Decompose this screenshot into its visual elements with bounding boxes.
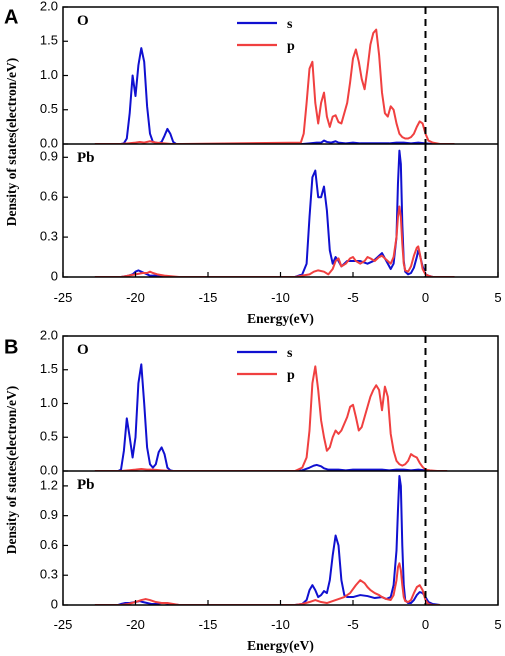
legend-label-p: p [287, 39, 295, 54]
panel-A: A Density of states(electron/eV) 0.0 0.5 1.0… [4, 0, 502, 326]
y-tick-label: 2.0 [40, 0, 58, 13]
y-tick-label: 0.5 [40, 101, 58, 116]
y-tick-label: 0 [51, 268, 58, 283]
x-axis-title: Energy(eV) [247, 311, 314, 326]
y-tick-label: 1.0 [40, 67, 58, 82]
y-tick-label: 0.9 [40, 507, 58, 522]
panel-label: A [4, 6, 18, 28]
x-tick-label: -15 [199, 617, 218, 632]
x-tick-label: -10 [271, 617, 290, 632]
x-tick-label: -15 [199, 290, 218, 305]
y-tick-label: 1.5 [40, 33, 58, 48]
legend-label-p: p [287, 368, 295, 383]
y-tick-label: 0.3 [40, 567, 58, 582]
y-tick-label: 2.0 [40, 327, 58, 342]
subplot-O: 0.0 0.5 1.0 1.5 2.0 O [40, 327, 448, 477]
series-line-s [94, 474, 441, 605]
y-tick-label: 0 [51, 596, 58, 611]
series-line-s [94, 363, 440, 471]
y-tick-label: 1.5 [40, 361, 58, 376]
y-tick-label: 0.5 [40, 429, 58, 444]
subplot-Pb: 0 0.3 0.6 0.9 1.2 Pb [40, 471, 441, 611]
x-tick-label: 5 [494, 617, 501, 632]
y-tick-label: 0.0 [40, 135, 58, 150]
x-tick-label: -25 [54, 290, 73, 305]
y-tick-label: 0.9 [40, 149, 58, 164]
x-tick-label: -20 [126, 617, 145, 632]
y-tick-label: 0.6 [40, 537, 58, 552]
series-line-p [94, 205, 455, 277]
panel-B: B Density of states(electron/eV) 0.0 0.5 1.0… [4, 327, 502, 653]
x-tick-label: -5 [347, 290, 359, 305]
series-line-p [94, 28, 455, 144]
series-line-p [94, 562, 440, 605]
x-tick-label: 5 [494, 290, 501, 305]
x-axis-title: Energy(eV) [247, 638, 314, 653]
legend-label-s: s [287, 346, 293, 361]
subplot-Pb: 0 0.3 0.6 0.9 Pb [40, 144, 455, 283]
x-tick-label: 0 [422, 617, 429, 632]
y-tick-label: 0.6 [40, 189, 58, 204]
y-tick-label: 0.0 [40, 462, 58, 477]
subplot-label: O [77, 13, 89, 29]
legend-label-s: s [287, 17, 293, 32]
x-tick-label: -10 [271, 290, 290, 305]
subplot-label: O [77, 342, 89, 358]
x-tick-label: 0 [422, 290, 429, 305]
panel-label: B [4, 336, 18, 358]
y-axis-title: Density of states(electron/eV) [4, 386, 19, 554]
y-tick-label: 1.0 [40, 395, 58, 410]
subplot-label: Pb [77, 150, 95, 166]
x-tick-label: -20 [126, 290, 145, 305]
x-tick-label: -25 [54, 617, 73, 632]
y-axis-title: Density of states(electron/eV) [4, 58, 19, 226]
y-tick-label: 0.3 [40, 229, 58, 244]
x-tick-label: -5 [347, 617, 359, 632]
y-tick-label: 1.2 [40, 477, 58, 492]
subplot-label: Pb [77, 477, 95, 493]
